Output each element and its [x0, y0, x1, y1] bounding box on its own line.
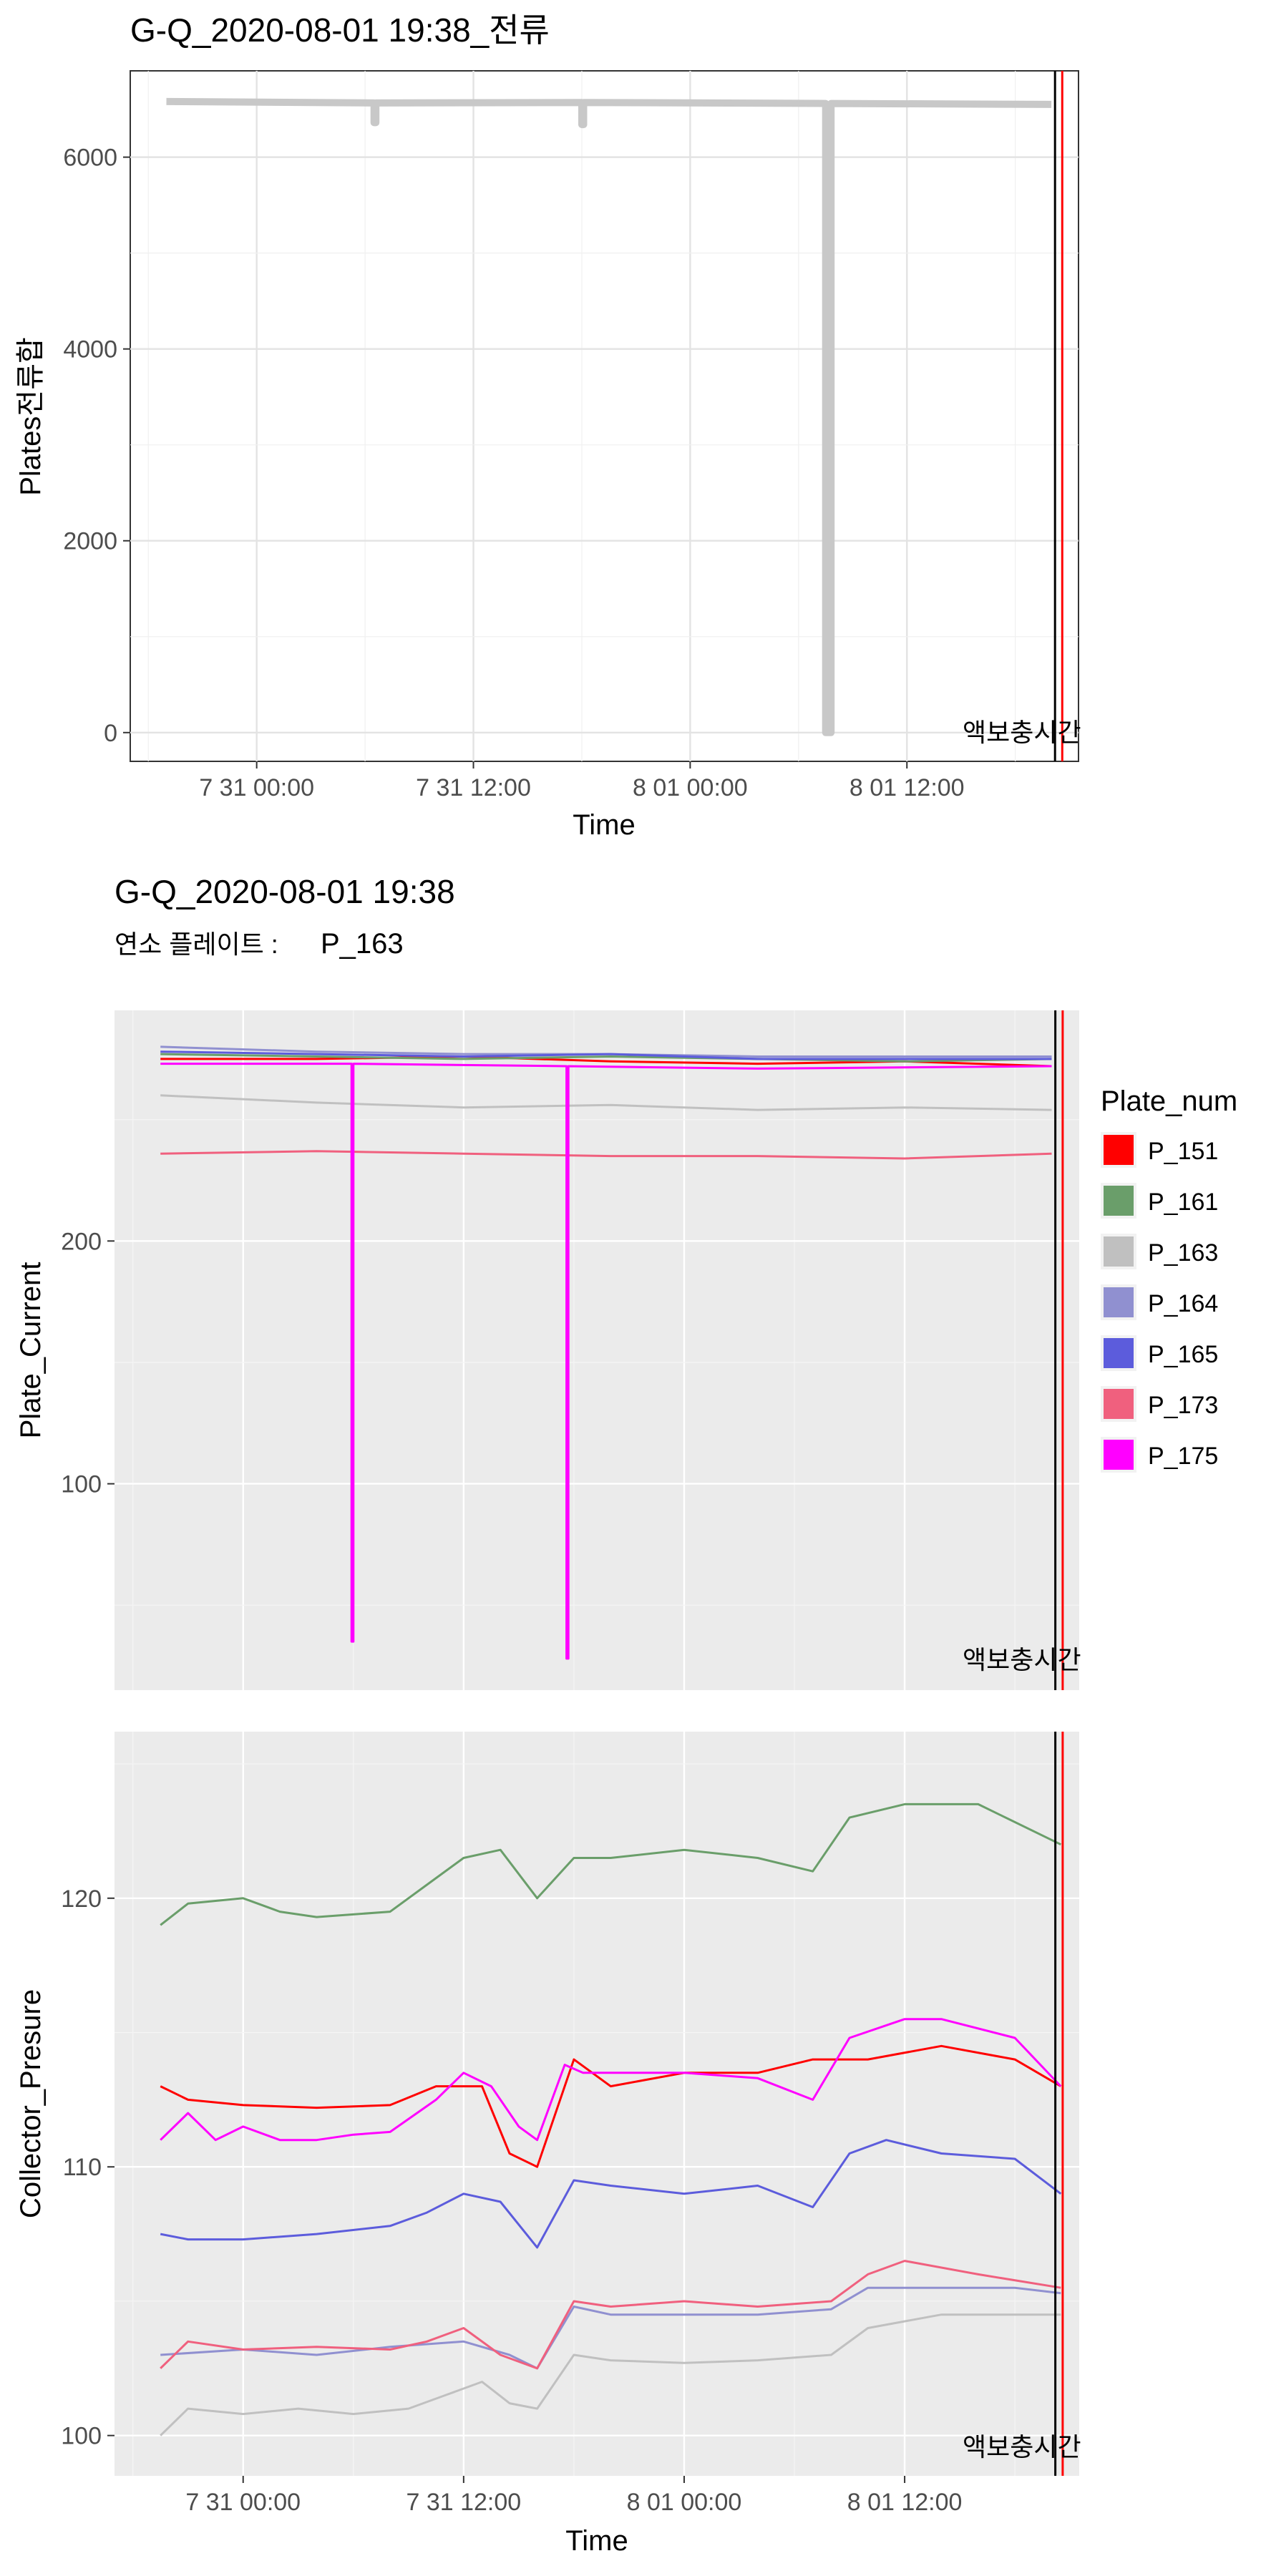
- top-chart-annotation: 액보충시간: [963, 718, 1081, 747]
- bottom-chart-x-label: Time: [565, 2525, 628, 2557]
- current-panel: [115, 1010, 1079, 1690]
- legend-swatch-p_165: [1104, 1338, 1134, 1368]
- legend-label-p_161: P_161: [1148, 1189, 1218, 1216]
- top-chart-grid: [130, 71, 1079, 761]
- legend-title: Plate_num: [1101, 1085, 1237, 1117]
- series-line-p_173: [160, 1150, 1052, 1160]
- legend-swatch-p_173: [1104, 1389, 1134, 1419]
- y-tick-label-1: 110: [63, 2154, 102, 2181]
- top-chart-x-ticks: 7 31 00:00 7 31 12:00 8 01 00:00 8 01 12:00: [199, 761, 965, 801]
- current-panel-vlines: [1054, 1010, 1064, 1690]
- x-tick-label-3: 8 01 12:00: [847, 2489, 963, 2516]
- y-tick-label-2: 4000: [63, 336, 117, 364]
- pressure-panel-grid: [115, 1732, 1079, 2476]
- bottom-chart-subtitle-plate: P_163: [321, 928, 404, 960]
- pressure-panel-y-label: Collector_Presure: [15, 1989, 47, 2218]
- legend-label-p_173: P_173: [1148, 1392, 1218, 1419]
- pressure-panel: [115, 1732, 1079, 2476]
- legend-swatch-p_161: [1104, 1186, 1134, 1216]
- series-line-p_165: [160, 1050, 1052, 1060]
- series-line-p_163: [160, 1094, 1052, 1111]
- pressure-panel-vlines: [1054, 1732, 1064, 2476]
- legend: Plate_num P_151 P_161 P_163 P_164 P_165 P_173…: [1101, 1085, 1237, 1473]
- top-chart-title: G-Q_2020-08-01 19:38_전류: [130, 11, 550, 49]
- legend-label-p_151: P_151: [1148, 1138, 1218, 1165]
- pressure-panel-annotation: 액보충시간: [963, 2432, 1081, 2462]
- current-panel-y-label: Plate_Current: [15, 1262, 47, 1439]
- x-tick-label-3: 8 01 12:00: [849, 774, 965, 801]
- series-line-p_151: [160, 2044, 1062, 2168]
- legend-label-p_164: P_164: [1148, 1290, 1218, 1317]
- x-tick-label-1: 7 31 12:00: [416, 774, 531, 801]
- series-line-p_161: [160, 1802, 1061, 1926]
- y-tick-label-1: 200: [61, 1228, 102, 1255]
- x-tick-label-2: 8 01 00:00: [627, 2489, 742, 2516]
- legend-label-p_165: P_165: [1148, 1341, 1218, 1368]
- current-panel-y-ticks: 100 200: [61, 1228, 115, 1498]
- top-chart-y-label: Plates전류합: [15, 337, 47, 496]
- legend-swatch-p_164: [1104, 1287, 1134, 1317]
- series-line-p_163: [160, 2313, 1061, 2436]
- series-line-p_161: [160, 1053, 1052, 1063]
- x-tick-label-0: 7 31 00:00: [199, 774, 314, 801]
- top-chart-panel: [130, 70, 1079, 762]
- y-tick-label-0: 100: [61, 2423, 102, 2450]
- y-tick-label-0: 100: [61, 1471, 102, 1498]
- bottom-chart: G-Q_2020-08-01 19:38 연소 플레이트 : P_163 100…: [15, 873, 1237, 2557]
- y-tick-label-0: 0: [104, 720, 117, 747]
- series-line-p_175: [160, 1063, 1052, 1660]
- current-panel-annotation: 액보충시간: [963, 1645, 1081, 1674]
- legend-swatch-p_151: [1104, 1135, 1134, 1165]
- bottom-chart-subtitle-prefix: 연소 플레이트 :: [115, 930, 278, 959]
- y-tick-label-3: 6000: [63, 145, 117, 172]
- bottom-chart-title: G-Q_2020-08-01 19:38: [115, 873, 455, 910]
- top-chart-series: [166, 97, 1052, 736]
- series-line-0: [166, 97, 1052, 736]
- legend-swatch-p_175: [1104, 1440, 1134, 1470]
- pressure-panel-x-ticks: 7 31 00:00 7 31 12:00 8 01 00:00 8 01 12:00: [185, 2476, 962, 2516]
- series-line-p_164: [160, 2286, 1061, 2370]
- y-tick-label-1: 2000: [63, 528, 117, 555]
- top-chart-y-ticks: 0 2000 4000 6000: [63, 145, 130, 747]
- x-tick-label-1: 7 31 12:00: [406, 2489, 521, 2516]
- series-line-p_165: [160, 2139, 1062, 2249]
- x-tick-label-0: 7 31 00:00: [185, 2489, 301, 2516]
- legend-label-p_163: P_163: [1148, 1239, 1218, 1267]
- series-line-p_175: [160, 2018, 1062, 2142]
- legend-items: P_151 P_161 P_163 P_164 P_165 P_173 P_175: [1101, 1132, 1218, 1473]
- top-chart-vlines: [1053, 71, 1063, 761]
- pressure-panel-y-ticks: 100 110 120: [61, 1885, 115, 2450]
- legend-swatch-p_163: [1104, 1236, 1134, 1267]
- current-panel-series: [160, 1045, 1052, 1660]
- series-line-p_173: [160, 2260, 1061, 2370]
- x-tick-label-2: 8 01 00:00: [633, 774, 748, 801]
- pressure-panel-series: [160, 1802, 1062, 2436]
- top-chart-x-label: Time: [573, 809, 635, 841]
- legend-label-p_175: P_175: [1148, 1443, 1218, 1470]
- top-chart: G-Q_2020-08-01 19:38_전류 0 2000 4000 6000 7 …: [15, 11, 1081, 841]
- y-tick-label-2: 120: [61, 1885, 102, 1913]
